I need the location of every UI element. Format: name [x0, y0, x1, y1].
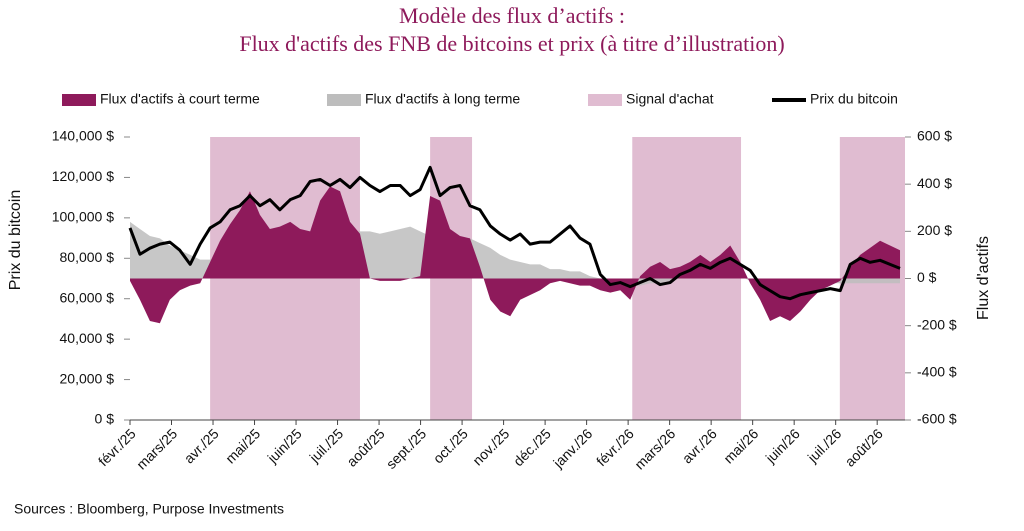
x-tick-label: juil./25 [306, 425, 347, 466]
x-tick-label: sept./25 [383, 425, 430, 472]
x-tick-label: juin/26 [762, 425, 803, 466]
x-tick-label: août/26 [842, 425, 886, 469]
price-line [128, 165, 901, 301]
x-tick-label: mars/25 [133, 425, 180, 472]
legend-label: Flux d'actifs à long terme [365, 91, 520, 107]
y-tick-label: 20,000 $ [60, 370, 115, 386]
y-tick-label: 0 $ [95, 411, 115, 427]
y-tick-label: 80,000 $ [60, 249, 115, 265]
x-tick-label: févr./26 [593, 425, 637, 469]
legend-label: Signal d'achat [626, 91, 714, 107]
chart-title: Modèle des flux d’actifs : [399, 3, 625, 28]
legend-label: Flux d'actifs à court terme [100, 91, 260, 107]
y-tick-label: 40,000 $ [60, 330, 115, 346]
x-tick-label: déc./25 [510, 425, 554, 469]
x-tick-label: janv./26 [549, 425, 595, 471]
y2-tick-label: -200 $ [917, 316, 957, 332]
legend-swatch [588, 94, 622, 106]
x-tick-label: avr./26 [679, 425, 720, 466]
y-axis-title: Prix du bitcoin [7, 190, 24, 291]
y2-tick-label: 600 $ [917, 128, 952, 144]
x-tick-label: févr./25 [95, 425, 139, 469]
x-tick-label: juil./26 [804, 425, 845, 466]
legend-swatch [327, 94, 361, 106]
y-tick-label: 120,000 $ [52, 168, 114, 184]
y-tick-label: 60,000 $ [60, 289, 115, 305]
x-tick-label: mai/25 [222, 425, 263, 466]
y2-tick-label: 200 $ [917, 222, 952, 238]
legend-label: Prix du bitcoin [810, 91, 898, 107]
y2-tick-label: 0 $ [917, 269, 937, 285]
flow-area [130, 186, 901, 324]
y2-tick-label: 400 $ [917, 175, 952, 191]
x-tick-label: mai/26 [720, 425, 761, 466]
y2-tick-label: -600 $ [917, 411, 957, 427]
x-tick-label: mars/26 [631, 425, 678, 472]
chart-title: Flux d'actifs des FNB de bitcoins et pri… [239, 31, 784, 56]
plot-area [128, 137, 905, 420]
y2-tick-label: -400 $ [917, 364, 957, 380]
x-tick-label: avr./25 [181, 425, 222, 466]
x-tick-label: nov./25 [469, 425, 512, 468]
y-tick-label: 100,000 $ [52, 209, 114, 225]
x-tick-label: août/25 [343, 425, 387, 469]
x-tick-label: juin/25 [264, 425, 305, 466]
y2-axis-title: Flux d'actifs [975, 236, 992, 320]
legend-swatch [62, 94, 96, 106]
source-note: Sources : Bloomberg, Purpose Investments [14, 501, 284, 517]
x-tick-label: oct./25 [430, 425, 471, 466]
y-tick-label: 140,000 $ [52, 128, 114, 144]
